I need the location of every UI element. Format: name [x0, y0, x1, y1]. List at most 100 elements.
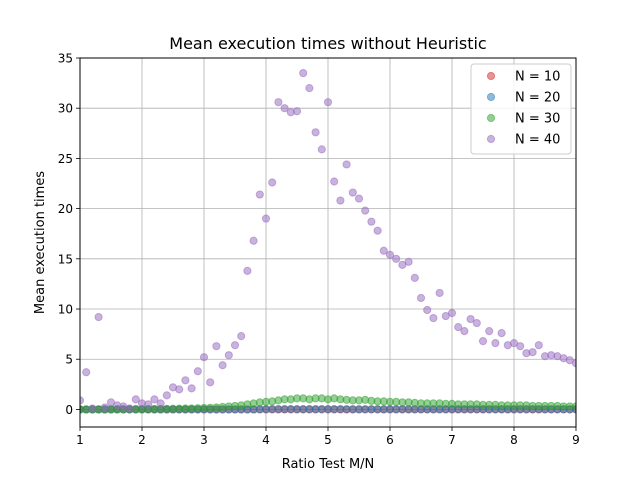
data-point [528, 348, 537, 357]
y-tick-label: 15 [58, 252, 73, 266]
data-point [454, 322, 463, 332]
data-point [429, 313, 438, 323]
data-point [311, 128, 320, 137]
legend-label: N = 10 [515, 70, 560, 85]
data-point [435, 288, 444, 298]
data-point [373, 226, 382, 235]
y-tick-label: 5 [65, 353, 73, 367]
data-point [323, 98, 333, 107]
legend: N = 10 N = 20 N = 30 N = 40 [470, 63, 572, 155]
data-point [156, 399, 165, 408]
data-point [199, 353, 209, 362]
data-point [299, 68, 308, 78]
data-point [472, 318, 481, 328]
legend-label: N = 40 [515, 133, 560, 148]
x-tick-label: 7 [448, 433, 456, 447]
data-point [255, 190, 264, 199]
data-point [497, 329, 506, 338]
legend-label: N = 20 [515, 91, 560, 106]
data-point [385, 250, 395, 259]
data-point [125, 404, 134, 413]
legend-marker [486, 113, 496, 123]
data-point [249, 236, 258, 245]
x-tick-label: 3 [200, 433, 208, 447]
x-tick-label: 4 [262, 433, 270, 447]
x-tick-label: 5 [324, 433, 332, 447]
y-tick-label: 35 [58, 52, 73, 66]
data-point [336, 196, 345, 205]
data-point [150, 395, 159, 404]
data-point [305, 84, 314, 93]
legend-marker [486, 134, 496, 144]
x-tick-label: 6 [386, 433, 394, 447]
series-3-points [80, 394, 576, 414]
data-point [94, 312, 103, 322]
x-tick-label: 9 [572, 433, 580, 447]
data-point [392, 254, 401, 263]
data-point [516, 342, 525, 351]
data-point [237, 332, 246, 341]
data-point [330, 177, 339, 186]
data-point [131, 395, 140, 404]
data-point [485, 327, 494, 336]
data-point [162, 391, 171, 400]
y-tick-label: 0 [65, 403, 73, 417]
data-point [292, 107, 302, 116]
data-point [230, 341, 240, 350]
data-point [534, 341, 543, 350]
data-point [193, 367, 202, 376]
chart-title: Mean execution times without Heuristic [169, 34, 486, 53]
y-tick-label: 30 [58, 102, 73, 116]
data-point [280, 104, 289, 113]
y-tick-label: 20 [58, 202, 73, 216]
y-tick-label: 25 [58, 152, 73, 166]
data-point [571, 402, 576, 411]
data-point [416, 293, 426, 303]
data-point [82, 368, 91, 377]
legend-marker [486, 71, 496, 81]
data-point [218, 361, 227, 370]
data-point [423, 305, 432, 315]
data-point [410, 273, 419, 282]
data-point [404, 257, 413, 266]
data-point [175, 385, 184, 394]
data-point [466, 314, 475, 324]
data-point [224, 351, 233, 360]
data-point [342, 160, 351, 169]
x-tick-label: 8 [510, 433, 518, 447]
data-point [367, 217, 376, 226]
data-point [181, 376, 190, 385]
legend-marker [486, 92, 496, 102]
x-tick-label: 1 [76, 433, 84, 447]
data-point [348, 188, 357, 197]
data-point [317, 145, 326, 154]
data-point [187, 384, 196, 393]
data-point [491, 339, 500, 348]
data-point [478, 337, 488, 346]
data-point [212, 342, 221, 351]
x-tick-label: 2 [138, 433, 146, 447]
y-axis-label: Mean execution times [33, 171, 48, 314]
data-point [571, 359, 576, 368]
data-point [274, 98, 283, 107]
data-point [88, 404, 97, 413]
data-point [206, 378, 215, 387]
data-point [460, 327, 469, 336]
legend-box [470, 63, 572, 155]
data-point [354, 194, 364, 203]
legend-label: N = 30 [515, 112, 560, 127]
data-point [243, 266, 252, 275]
data-point [261, 214, 271, 223]
data-point [379, 246, 388, 255]
x-axis-label: Ratio Test M/N [282, 457, 375, 472]
y-tick-label: 10 [58, 303, 73, 317]
data-point [268, 178, 277, 187]
series-4-points [80, 68, 576, 413]
axis-ticks: 1 2 3 4 5 6 7 8 9 0 5 10 15 20 25 30 35 [58, 52, 580, 448]
data-point [100, 403, 109, 412]
data-point [447, 308, 457, 318]
data-points [80, 68, 576, 414]
data-point [361, 206, 370, 215]
data-point [144, 400, 153, 409]
